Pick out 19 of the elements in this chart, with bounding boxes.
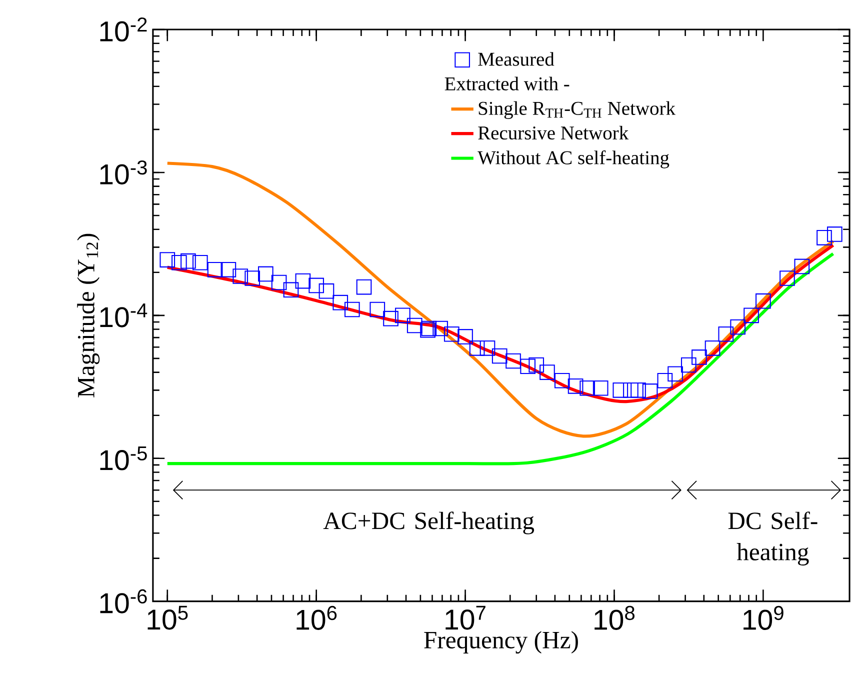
legend-label: Measured [478, 52, 554, 66]
y-tick-label: 10$^{-6}$ [100, 589, 147, 614]
annotation: AC+DC Self-heating [323, 512, 534, 534]
x-tick-label: 10$^{9}$ [744, 606, 784, 630]
legend-label: Single R$_{TH}$-C$_{TH}$ Network [478, 101, 676, 119]
y-tick-label: 10$^{-5}$ [100, 446, 147, 470]
x-tick-label: 10$^{7}$ [446, 606, 486, 630]
annotation: Extracted with - [444, 76, 570, 90]
x-axis-title: Frequency (Hz) [424, 631, 578, 654]
y-tick-label: 10$^{-2}$ [100, 17, 147, 42]
x-tick-label: 10$^{5}$ [148, 606, 188, 630]
y-tick-label: 10$^{-3}$ [100, 160, 147, 184]
y-tick-label: 10$^{-4}$ [100, 303, 148, 328]
legend-label: Without AC self-heating [478, 150, 670, 168]
y-axis-title: Magnitude (Y$_{12}$) [77, 234, 100, 398]
legend-label: Recursive Network [478, 126, 629, 140]
x-tick-label: 10$^{8}$ [594, 606, 634, 630]
annotation: DC Self-heating [728, 512, 818, 566]
x-tick-label: 10$^{6}$ [296, 606, 337, 630]
